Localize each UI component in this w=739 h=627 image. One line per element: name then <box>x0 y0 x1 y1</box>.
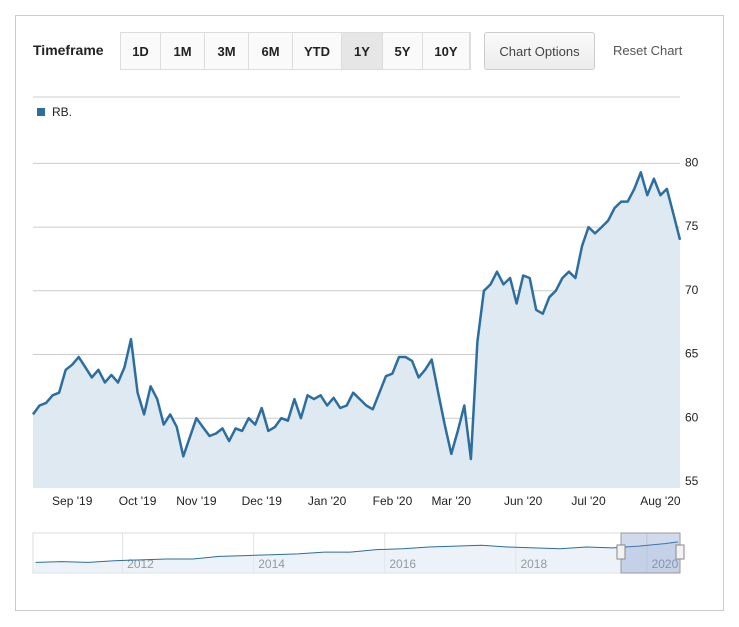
reset-chart-button[interactable]: Reset Chart <box>613 43 683 58</box>
y-tick-label: 70 <box>685 283 699 297</box>
timeframe-button[interactable]: YTD <box>293 33 342 69</box>
chart-options-button[interactable]: Chart Options <box>484 32 595 70</box>
x-tick-label: Feb '20 <box>373 494 413 508</box>
timeframe-button[interactable]: 3M <box>205 33 249 69</box>
navigator-area <box>33 541 680 573</box>
y-tick-label: 55 <box>685 474 699 488</box>
y-tick-label: 80 <box>685 156 699 170</box>
timeframe-button[interactable]: 1Y <box>342 33 383 69</box>
area <box>33 172 680 488</box>
x-tick-label: Nov '19 <box>176 494 217 508</box>
navigator-handle <box>675 544 685 560</box>
y-tick-label: 65 <box>685 347 699 361</box>
x-tick-label: Aug '20 <box>640 494 681 508</box>
line <box>31 171 682 461</box>
timeframe-button[interactable]: 5Y <box>383 33 423 69</box>
legend-swatch <box>37 108 45 116</box>
legend-label: RB. <box>52 105 72 119</box>
navigator-selection <box>620 532 681 574</box>
chart-frame <box>15 15 724 611</box>
x-tick-label: Sep '19 <box>52 494 93 508</box>
x-tick-label: Oct '19 <box>119 494 157 508</box>
navigator-handle <box>616 544 626 560</box>
x-tick-label: Jul '20 <box>571 494 606 508</box>
timeframe-button[interactable]: 1M <box>161 33 205 69</box>
x-tick-label: Jan '20 <box>308 494 347 508</box>
y-tick-label: 60 <box>685 410 699 424</box>
x-tick-label: Jun '20 <box>504 494 543 508</box>
x-tick-label: Mar '20 <box>431 494 471 508</box>
timeframe-label: Timeframe <box>33 42 104 58</box>
y-tick-label: 75 <box>685 219 699 233</box>
navigator-line <box>35 541 679 563</box>
timeframe-button[interactable]: 6M <box>249 33 293 69</box>
timeframe-button[interactable]: 10Y <box>423 33 470 69</box>
timeframe-button[interactable]: 1D <box>121 33 161 69</box>
timeframe-buttons: 1D 1M 3M 6M YTD 1Y 5Y 10Y <box>120 32 471 70</box>
x-tick-label: Dec '19 <box>242 494 283 508</box>
